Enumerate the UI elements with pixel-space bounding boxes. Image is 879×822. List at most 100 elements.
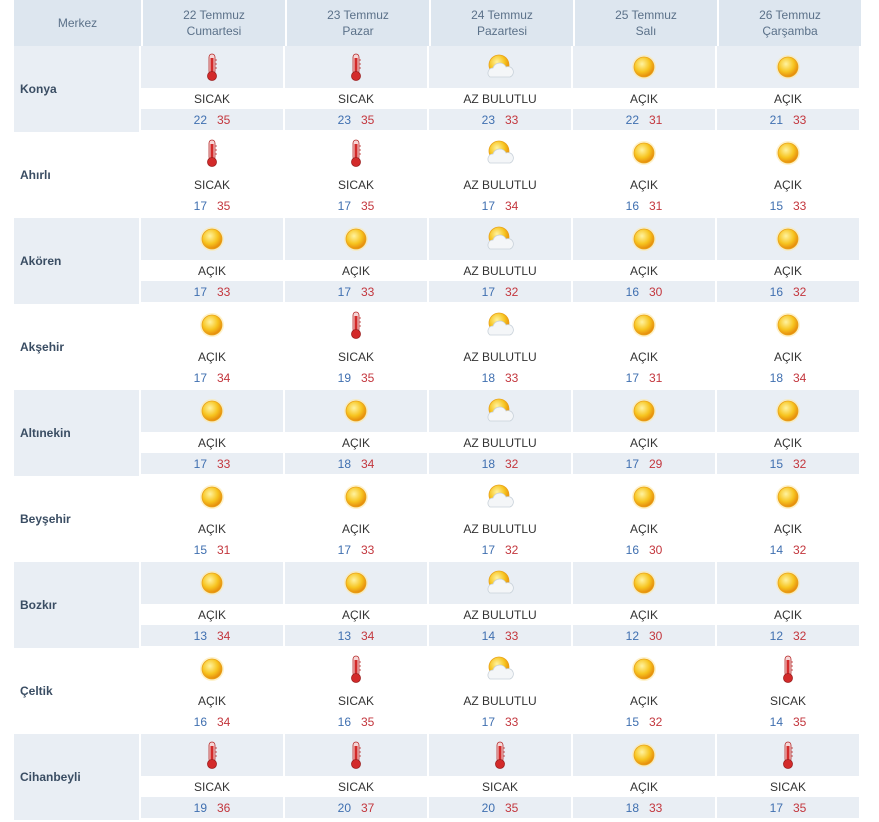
- forecast-cell: AZ BULUTLU 18 33: [429, 304, 573, 390]
- sun-icon: [573, 562, 715, 604]
- temperature-range: 17 33: [141, 453, 283, 474]
- low-temp: 23: [337, 112, 351, 127]
- sun-icon: [717, 476, 859, 518]
- sun-icon: [717, 218, 859, 260]
- high-temp: 33: [505, 370, 519, 385]
- thermometer-icon: [717, 648, 859, 690]
- high-temp: 30: [649, 284, 663, 299]
- temperature-range: 17 33: [429, 711, 571, 732]
- low-temp: 17: [193, 456, 207, 471]
- temperature-range: 12 32: [717, 625, 859, 646]
- table-row: Ahırlı SICAK 17 35 SICAK 17 35 AZ BULUTLU 17 34 AÇ…: [14, 132, 862, 218]
- low-temp: 16: [625, 542, 639, 557]
- forecast-cell: AÇIK 15 32: [573, 648, 717, 734]
- forecast-cell: AÇIK 15 32: [717, 390, 859, 476]
- forecast-cell: AÇIK 16 34: [141, 648, 285, 734]
- day-header: 23 Temmuz Pazar: [287, 0, 431, 46]
- forecast-cell: AZ BULUTLU 17 32: [429, 218, 573, 304]
- sun-icon: [141, 476, 283, 518]
- low-temp: 14: [481, 628, 495, 643]
- city-name[interactable]: Bozkır: [14, 562, 141, 648]
- high-temp: 32: [793, 284, 807, 299]
- forecast-cell: AZ BULUTLU 23 33: [429, 46, 573, 132]
- temperature-range: 12 30: [573, 625, 715, 646]
- forecast-cell: AÇIK 16 30: [573, 218, 717, 304]
- condition-text: SICAK: [141, 88, 283, 109]
- table-row: Akören AÇIK 17 33 AÇIK 17 33 AZ BULUTLU 17 32 AÇIK…: [14, 218, 862, 304]
- table-row: Konya SICAK 22 35 SICAK 23 35 AZ BULUTLU 23 33 AÇI…: [14, 46, 862, 132]
- temperature-range: 18 33: [573, 797, 715, 818]
- condition-text: AZ BULUTLU: [429, 88, 571, 109]
- forecast-cell: AÇIK 16 32: [717, 218, 859, 304]
- high-temp: 34: [793, 370, 807, 385]
- high-temp: 33: [217, 456, 231, 471]
- high-temp: 31: [649, 370, 663, 385]
- low-temp: 20: [337, 800, 351, 815]
- city-name[interactable]: Konya: [14, 46, 141, 132]
- forecast-cell: SICAK 17 35: [141, 132, 285, 218]
- city-name[interactable]: Altınekin: [14, 390, 141, 476]
- forecast-cell: SICAK 22 35: [141, 46, 285, 132]
- thermometer-icon: [141, 46, 283, 88]
- condition-text: AÇIK: [573, 174, 715, 195]
- low-temp: 18: [769, 370, 783, 385]
- forecast-cell: AÇIK 14 32: [717, 476, 859, 562]
- high-temp: 35: [361, 112, 375, 127]
- high-temp: 34: [217, 714, 231, 729]
- forecast-cell: AÇIK 12 30: [573, 562, 717, 648]
- forecast-cell: AÇIK 13 34: [285, 562, 429, 648]
- high-temp: 33: [505, 112, 519, 127]
- day-date: 26 Temmuz: [759, 8, 821, 22]
- high-temp: 32: [505, 284, 519, 299]
- condition-text: SICAK: [285, 88, 427, 109]
- condition-text: AÇIK: [141, 432, 283, 453]
- day-weekday: Pazar: [342, 24, 374, 38]
- temperature-range: 17 33: [285, 539, 427, 560]
- low-temp: 17: [337, 542, 351, 557]
- city-name[interactable]: Beyşehir: [14, 476, 141, 562]
- forecast-cell: AÇIK 18 34: [717, 304, 859, 390]
- condition-text: AÇIK: [141, 518, 283, 539]
- condition-text: AÇIK: [141, 260, 283, 281]
- sun-icon: [717, 46, 859, 88]
- temperature-range: 15 32: [573, 711, 715, 732]
- high-temp: 34: [361, 628, 375, 643]
- forecast-cell: AÇIK 16 30: [573, 476, 717, 562]
- sun-icon: [717, 562, 859, 604]
- city-name[interactable]: Akşehir: [14, 304, 141, 390]
- low-temp: 14: [769, 714, 783, 729]
- high-temp: 33: [649, 800, 663, 815]
- temperature-range: 13 34: [141, 625, 283, 646]
- low-temp: 18: [337, 456, 351, 471]
- condition-text: AÇIK: [141, 690, 283, 711]
- high-temp: 32: [793, 542, 807, 557]
- high-temp: 34: [217, 370, 231, 385]
- temperature-range: 16 30: [573, 281, 715, 302]
- temperature-range: 23 33: [429, 109, 571, 130]
- day-weekday: Çarşamba: [762, 24, 818, 38]
- condition-text: AZ BULUTLU: [429, 432, 571, 453]
- sun-icon: [573, 734, 715, 776]
- low-temp: 12: [625, 628, 639, 643]
- condition-text: SICAK: [141, 776, 283, 797]
- forecast-cell: AÇIK 22 31: [573, 46, 717, 132]
- temperature-range: 18 34: [717, 367, 859, 388]
- sun-icon: [573, 476, 715, 518]
- sun-icon: [141, 562, 283, 604]
- low-temp: 16: [625, 198, 639, 213]
- city-name[interactable]: Çeltik: [14, 648, 141, 734]
- low-temp: 22: [625, 112, 639, 127]
- high-temp: 32: [793, 628, 807, 643]
- forecast-cell: AÇIK 17 31: [573, 304, 717, 390]
- condition-text: AÇIK: [717, 518, 859, 539]
- low-temp: 17: [481, 542, 495, 557]
- temperature-range: 19 36: [141, 797, 283, 818]
- city-name[interactable]: Ahırlı: [14, 132, 141, 218]
- condition-text: SICAK: [717, 776, 859, 797]
- forecast-cell: AÇIK 15 31: [141, 476, 285, 562]
- high-temp: 30: [649, 542, 663, 557]
- day-weekday: Salı: [635, 24, 657, 38]
- city-name[interactable]: Cihanbeyli: [14, 734, 141, 820]
- high-temp: 35: [793, 714, 807, 729]
- city-name[interactable]: Akören: [14, 218, 141, 304]
